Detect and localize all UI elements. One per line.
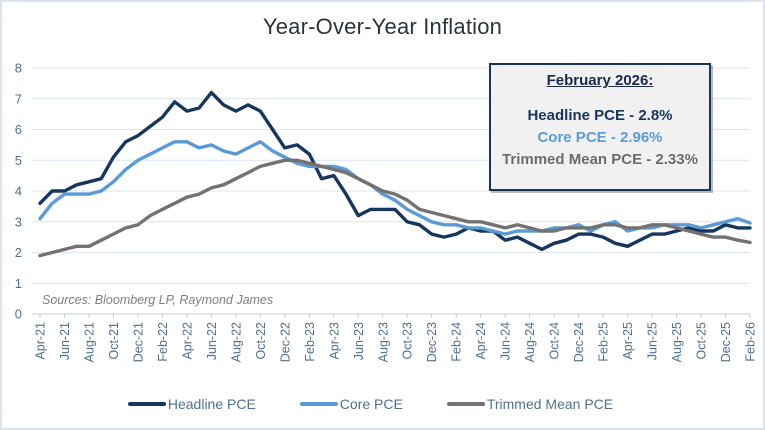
x-axis-ticks [39, 314, 751, 318]
y-tick-label: 5 [15, 153, 22, 168]
x-tick-label: Feb-23 [303, 322, 317, 362]
chart-legend: Headline PCE Core PCE Trimmed Mean PCE [2, 396, 763, 412]
x-tick-label: Apr-24 [474, 322, 488, 360]
x-tick-label: Dec-22 [278, 322, 292, 362]
y-tick-label: 3 [15, 214, 22, 229]
x-tick-label: Oct-22 [254, 322, 268, 360]
x-tick-label: Dec-21 [131, 322, 145, 362]
x-tick-label: Apr-25 [621, 322, 635, 360]
x-tick-label: Feb-24 [450, 322, 464, 362]
x-tick-label: Oct-24 [548, 322, 562, 360]
y-tick-label: 2 [15, 245, 22, 260]
x-tick-label: Jun-24 [499, 322, 513, 360]
x-tick-label: Apr-23 [327, 322, 341, 360]
y-tick-label: 1 [15, 276, 22, 291]
x-tick-label: Dec-25 [719, 322, 733, 362]
x-tick-label: Feb-22 [156, 322, 170, 362]
core-pce-line-swatch [299, 402, 338, 406]
core-pce-line [38, 140, 752, 236]
y-tick-label: 7 [15, 91, 22, 106]
y-tick-label: 8 [15, 61, 22, 76]
x-tick-label: Aug-24 [523, 322, 537, 362]
annotation-trimmed-mean-pce-value: Trimmed Mean PCE - 2.33% [502, 151, 698, 168]
x-tick-label: Aug-22 [229, 322, 243, 362]
x-tick-label: Feb-26 [744, 322, 758, 362]
legend-item-core-pce: Core PCE [299, 396, 403, 412]
x-tick-label: Apr-21 [34, 322, 48, 360]
legend-label: Trimmed Mean PCE [486, 396, 614, 412]
annotation-heading: February 2026: [546, 72, 654, 89]
trimmed-mean-pce-line [38, 158, 752, 258]
legend-label: Core PCE [339, 396, 403, 412]
x-tick-label: Oct-23 [401, 322, 415, 360]
x-tick-label: Aug-25 [670, 322, 684, 362]
x-tick-label: Jun-21 [58, 322, 72, 360]
annotation-headline-pce-value: Headline PCE - 2.8% [527, 107, 673, 124]
headline-pce-line [38, 90, 752, 252]
y-tick-label: 4 [15, 184, 22, 199]
legend-item-trimmed-mean-pce: Trimmed Mean PCE [446, 396, 614, 412]
x-tick-label: Oct-25 [695, 322, 709, 360]
x-tick-label: Jun-25 [646, 322, 660, 360]
trimmed-mean-pce-line-swatch [446, 402, 485, 406]
x-tick-label: Feb-25 [597, 322, 611, 362]
y-tick-label: 0 [15, 307, 22, 322]
annotation-core-pce-value: Core PCE - 2.96% [537, 129, 663, 146]
annotation-box: February 2026: Headline PCE - 2.8% Core … [489, 63, 711, 191]
x-tick-label: Jun-22 [205, 322, 219, 360]
x-tick-label: Jun-23 [352, 322, 366, 360]
headline-pce-line-swatch [127, 402, 166, 406]
y-tick-label: 6 [15, 122, 22, 137]
page-title: Year-Over-Year Inflation [262, 14, 503, 39]
x-tick-label: Aug-23 [376, 322, 390, 362]
x-tick-label: Apr-22 [180, 322, 194, 360]
x-tick-label: Oct-21 [107, 322, 121, 360]
legend-item-headline-pce: Headline PCE [127, 396, 256, 412]
x-tick-label: Aug-21 [82, 322, 96, 362]
y-axis-labels: 0 1 2 3 4 5 6 7 8 [15, 61, 22, 322]
x-axis-labels: Apr-21 Jun-21 Aug-21 Oct-21 Dec-21 Feb-22 Apr-… [34, 322, 758, 362]
sources-note: Sources: Bloomberg LP, Raymond James [42, 293, 274, 307]
legend-label: Headline PCE [167, 396, 256, 412]
x-tick-label: Dec-24 [572, 322, 586, 362]
x-tick-label: Dec-23 [425, 322, 439, 362]
